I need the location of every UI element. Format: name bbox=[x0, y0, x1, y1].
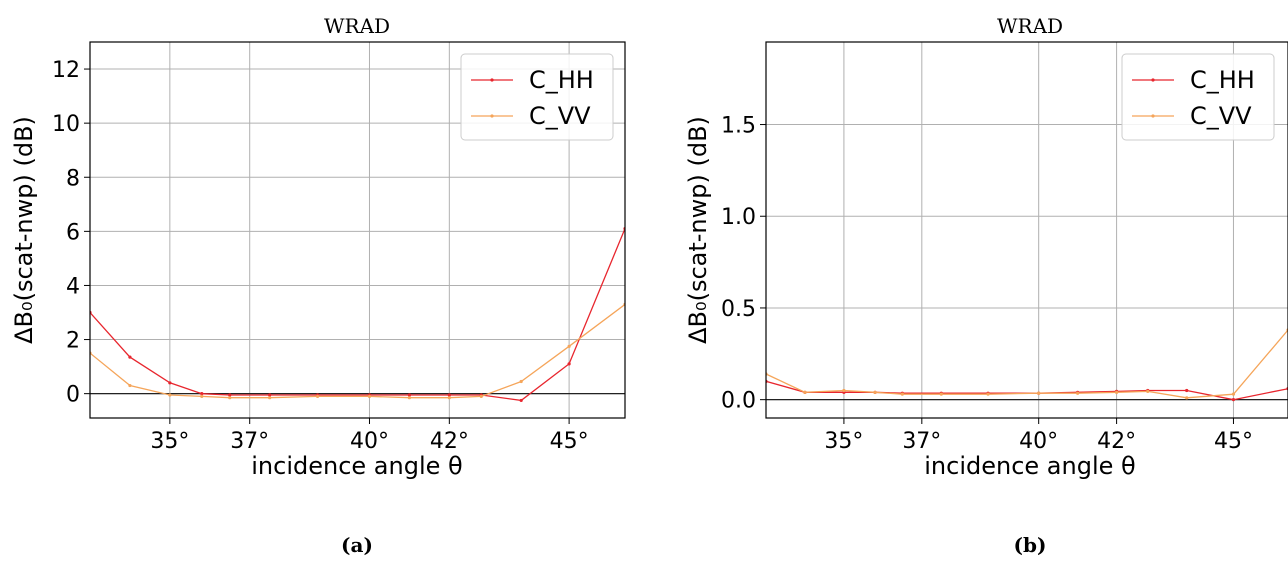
data-point-C_VV bbox=[367, 394, 372, 398]
y-tick-label: 0 bbox=[66, 383, 80, 408]
data-point-C_VV bbox=[228, 396, 232, 400]
data-point-C_VV bbox=[900, 392, 904, 396]
y-tick-label: 10 bbox=[52, 112, 80, 137]
chart-title: WRAD bbox=[324, 14, 390, 38]
data-point-C_VV bbox=[268, 396, 272, 400]
data-point-C_HH bbox=[567, 362, 571, 366]
x-tick-label: 42° bbox=[430, 429, 469, 454]
data-point-C_VV bbox=[1231, 392, 1236, 396]
legend-label: C_VV bbox=[529, 102, 591, 130]
y-tick-label: 6 bbox=[66, 220, 80, 245]
x-tick-label: 42° bbox=[1097, 429, 1136, 454]
data-point-C_VV bbox=[128, 383, 132, 388]
x-tick-label: 37° bbox=[230, 429, 269, 454]
data-point-C_VV bbox=[168, 393, 172, 397]
data-point-C_VV bbox=[842, 388, 846, 393]
data-point-C_VV bbox=[315, 394, 320, 398]
legend: C_HH C_VV bbox=[460, 53, 614, 141]
y-tick-label: 8 bbox=[66, 166, 80, 191]
x-tick-label: 35° bbox=[824, 429, 863, 454]
plot-frame bbox=[89, 41, 626, 419]
legend-marker bbox=[1151, 78, 1155, 82]
data-point-C_VV bbox=[447, 396, 451, 400]
data-point-C_HH bbox=[128, 355, 132, 359]
y-tick-label: 0.0 bbox=[721, 389, 756, 414]
x-axis-label: incidence angle θ bbox=[251, 452, 462, 480]
data-point-C_HH bbox=[407, 393, 412, 397]
data-point-C_VV bbox=[407, 396, 412, 400]
panel-caption: (a) bbox=[341, 533, 373, 557]
data-point-C_VV bbox=[873, 390, 877, 394]
data-point-C_HH bbox=[228, 393, 232, 397]
y-tick-label: 12 bbox=[52, 58, 80, 83]
data-point-C_HH bbox=[519, 398, 523, 403]
data-point-C_VV bbox=[567, 344, 571, 348]
data-point-C_HH bbox=[447, 393, 451, 397]
panel-caption: (b) bbox=[1014, 533, 1047, 557]
legend-label: C_VV bbox=[1190, 102, 1252, 130]
series-group bbox=[90, 227, 625, 403]
y-axis-label: ΔB₀(scat-nwp) (dB) bbox=[10, 116, 38, 344]
plot-frame bbox=[765, 41, 1288, 419]
data-point-C_VV bbox=[1146, 389, 1150, 394]
y-tick-label: 4 bbox=[66, 274, 80, 299]
series-line-C_HH bbox=[90, 228, 625, 402]
x-tick-label: 40° bbox=[1019, 429, 1058, 454]
data-point-C_HH bbox=[168, 381, 172, 385]
series-group bbox=[766, 328, 1288, 402]
data-point-C_VV bbox=[200, 394, 204, 398]
data-point-C_HH bbox=[268, 393, 272, 397]
data-point-C_HH bbox=[200, 392, 204, 396]
data-point-C_VV bbox=[1185, 396, 1189, 400]
data-point-C_HH bbox=[1231, 398, 1236, 402]
legend-label: C_HH bbox=[529, 66, 594, 94]
data-point-C_VV bbox=[1076, 391, 1080, 395]
legend-marker bbox=[490, 114, 494, 118]
y-tick-label: 1.0 bbox=[721, 205, 756, 230]
y-tick-label: 2 bbox=[66, 329, 80, 354]
legend: C_HH C_VV bbox=[1121, 53, 1275, 141]
x-tick-label: 37° bbox=[902, 429, 941, 454]
series-line-C_VV bbox=[766, 329, 1288, 399]
x-tick-label: 40° bbox=[350, 429, 389, 454]
data-point-C_VV bbox=[479, 394, 483, 398]
data-point-C_VV bbox=[986, 392, 990, 396]
legend-box bbox=[460, 53, 614, 141]
data-point-C_VV bbox=[519, 379, 523, 384]
chart-panel-b: WRAD incidence angle θ ΔB₀(scat-nwp) (dB… bbox=[684, 14, 1288, 557]
legend-label: C_HH bbox=[1190, 66, 1255, 94]
series-line-C_VV bbox=[90, 303, 625, 399]
data-point-C_VV bbox=[803, 390, 807, 394]
x-tick-label: 35° bbox=[150, 429, 189, 454]
legend-marker bbox=[490, 78, 494, 82]
x-tick-label: 45° bbox=[550, 429, 589, 454]
legend-marker bbox=[1151, 114, 1155, 118]
data-point-C_VV bbox=[939, 392, 943, 396]
y-axis-label: ΔB₀(scat-nwp) (dB) bbox=[684, 116, 712, 344]
data-point-C_VV bbox=[1114, 390, 1119, 394]
x-tick-label: 45° bbox=[1214, 429, 1253, 454]
x-axis-label: incidence angle θ bbox=[924, 452, 1135, 480]
y-tick-label: 1.5 bbox=[721, 114, 756, 139]
chart-panel-a: WRAD incidence angle θ ΔB₀(scat-nwp) (dB… bbox=[10, 14, 626, 557]
data-point-C_VV bbox=[1037, 391, 1041, 395]
y-tick-label: 0.5 bbox=[721, 297, 756, 322]
chart-title: WRAD bbox=[997, 14, 1063, 38]
data-point-C_HH bbox=[1185, 388, 1189, 393]
legend-box bbox=[1121, 53, 1275, 141]
